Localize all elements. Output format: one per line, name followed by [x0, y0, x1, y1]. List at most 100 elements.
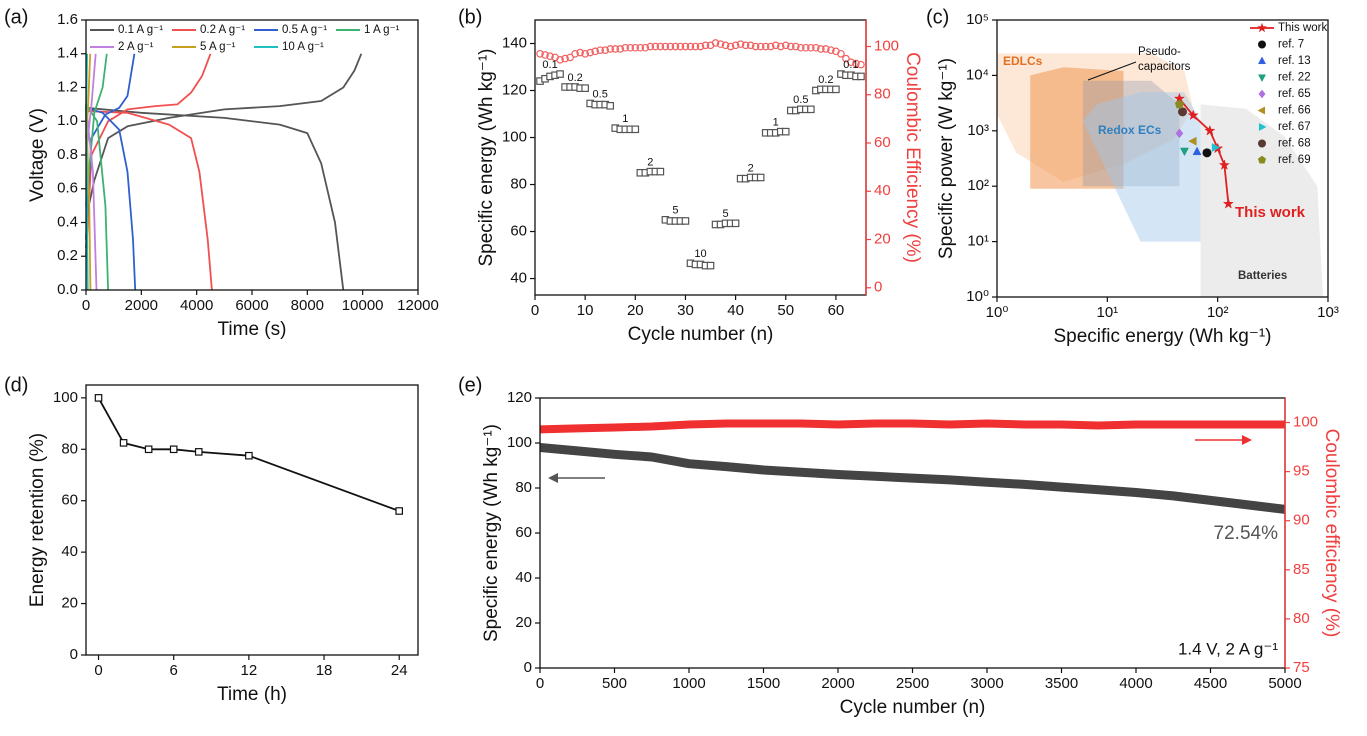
marker [706, 261, 715, 270]
x-tick-label: 50 [777, 302, 794, 319]
rate-label: 5 [672, 205, 678, 217]
legend-label: 5 A g⁻¹ [200, 41, 236, 53]
rate-label: 0.2 [818, 74, 833, 86]
marker [822, 45, 830, 53]
series-line [85, 53, 109, 291]
y-axis-label: Specific energy (Wh kg⁻¹) [476, 48, 497, 266]
marker [807, 43, 815, 52]
marker [661, 42, 670, 51]
y-tick-label: 1.6 [57, 11, 78, 28]
x-tick-label: 2500 [896, 675, 929, 692]
marker [606, 45, 615, 53]
marker [1192, 146, 1202, 156]
y-tick-label: 10⁵ [966, 11, 989, 28]
rate-label: 0.1 [542, 59, 557, 71]
marker [711, 39, 720, 47]
y-tick-label: 60 [515, 524, 532, 541]
x-tick-label: 4500 [1194, 675, 1227, 692]
marker [566, 53, 574, 62]
y-tick-label: 120 [502, 81, 527, 98]
x-tick-label: 30 [677, 302, 694, 319]
legend-marker [1258, 122, 1267, 132]
y-tick-label: 40 [61, 543, 78, 560]
y2-tick-label: 0 [874, 279, 882, 296]
plot-frame [539, 397, 1286, 669]
marker [1187, 109, 1199, 121]
legend-label: ref. 65 [1278, 88, 1311, 100]
y-tick-label: 100 [53, 389, 78, 406]
rate-label: 0.2 [567, 72, 582, 84]
y-tick-label: 0.6 [57, 180, 78, 197]
x-tick-label: 10² [1207, 304, 1229, 321]
marker [606, 101, 615, 110]
legend-label: ref. 68 [1278, 138, 1311, 150]
marker [802, 43, 810, 52]
rate-label: 0.5 [593, 88, 608, 100]
marker [666, 42, 675, 51]
x-axis-label: Specific energy (Wh kg⁻¹) [1053, 326, 1271, 347]
rate-label: 0.1 [843, 59, 858, 71]
marker [857, 72, 865, 81]
y-tick-label: 60 [61, 492, 78, 509]
plot-frame [85, 384, 419, 656]
panel-label: (a) [4, 6, 28, 28]
x-tick-label: 40 [727, 302, 744, 319]
y-tick-label: 40 [510, 270, 527, 287]
marker [741, 41, 750, 50]
marker [616, 45, 625, 53]
region [1200, 104, 1323, 297]
annotation: Batteries [1238, 270, 1287, 282]
x-tick-label: 60 [828, 302, 845, 319]
series-line [85, 53, 213, 291]
x-tick-label: 10³ [1317, 304, 1339, 321]
y2-tick-label: 80 [874, 86, 891, 103]
marker [812, 43, 820, 52]
y-axis-label: Energy retention (%) [27, 433, 48, 607]
marker [1222, 197, 1235, 209]
marker [395, 507, 404, 515]
panel-label: (e) [458, 374, 482, 396]
x-axis-label: Cycle number (n) [840, 697, 986, 718]
y2-tick-label: 40 [874, 182, 891, 199]
marker [731, 41, 740, 50]
y-tick-label: 60 [510, 223, 527, 240]
marker [756, 173, 765, 182]
y2-tick-label: 100 [874, 38, 899, 55]
rate-label: 2 [748, 162, 754, 174]
y-tick-label: 0.8 [57, 146, 78, 163]
x-tick-label: 0 [82, 297, 90, 314]
legend-label: 1 A g⁻¹ [364, 24, 400, 36]
marker [119, 439, 128, 447]
y-tick-label: 80 [61, 440, 78, 457]
y-tick-label: 80 [515, 479, 532, 496]
y-tick-label: 80 [510, 175, 527, 192]
legend-marker [1257, 155, 1267, 164]
marker [671, 42, 680, 51]
x-tick-label: 2000 [821, 675, 854, 692]
y-tick-label: 100 [502, 128, 527, 145]
marker [576, 48, 584, 57]
y-axis-label: Specific energy (Wh kg⁻¹) [481, 424, 502, 642]
x-tick-label: 1000 [672, 675, 705, 692]
marker [556, 56, 564, 64]
marker [546, 52, 554, 60]
x-tick-label: 6 [170, 662, 178, 679]
marker [571, 49, 579, 58]
y2-tick-label: 60 [874, 134, 891, 151]
region [1082, 80, 1180, 187]
y-tick-label: 10⁴ [966, 66, 989, 83]
marker [144, 445, 153, 454]
x-tick-label: 500 [602, 675, 627, 692]
marker [832, 85, 840, 94]
marker [1204, 124, 1216, 136]
marker [651, 42, 660, 51]
annotation: capacitors [1138, 61, 1191, 73]
arrow-head [548, 473, 558, 483]
marker [857, 60, 865, 69]
x-tick-label: 5000 [1268, 675, 1301, 692]
marker [837, 49, 845, 58]
annotation: This work [1235, 204, 1306, 221]
legend-label: ref. 7 [1278, 39, 1304, 51]
marker [721, 41, 730, 50]
marker [621, 43, 630, 52]
